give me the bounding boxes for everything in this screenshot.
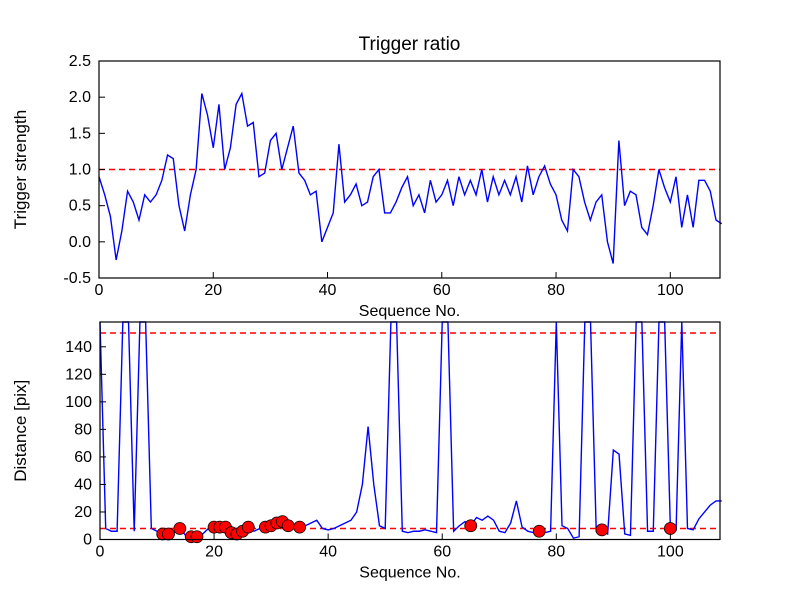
svg-text:140: 140 — [65, 339, 92, 356]
svg-text:20: 20 — [205, 544, 223, 561]
svg-text:-0.5: -0.5 — [63, 270, 91, 287]
svg-text:20: 20 — [204, 282, 222, 299]
svg-text:0.0: 0.0 — [69, 234, 91, 251]
svg-text:0: 0 — [96, 544, 105, 561]
svg-text:80: 80 — [74, 421, 92, 438]
svg-text:80: 80 — [547, 544, 565, 561]
svg-text:0: 0 — [95, 282, 104, 299]
svg-text:0: 0 — [83, 532, 92, 549]
svg-text:40: 40 — [74, 476, 92, 493]
svg-text:Sequence No.: Sequence No. — [359, 303, 460, 320]
svg-text:100: 100 — [657, 544, 684, 561]
svg-text:Distance [pix]: Distance [pix] — [11, 380, 30, 482]
svg-text:Trigger ratio: Trigger ratio — [359, 34, 461, 55]
svg-text:80: 80 — [547, 282, 565, 299]
svg-text:40: 40 — [319, 282, 337, 299]
svg-text:60: 60 — [433, 282, 451, 299]
svg-text:60: 60 — [433, 544, 451, 561]
svg-text:0.5: 0.5 — [69, 198, 91, 215]
svg-text:20: 20 — [74, 504, 92, 521]
svg-text:1.0: 1.0 — [69, 162, 91, 179]
svg-text:100: 100 — [65, 394, 92, 411]
svg-text:120: 120 — [65, 366, 92, 383]
svg-text:Sequence No.: Sequence No. — [359, 565, 460, 582]
svg-text:2.0: 2.0 — [69, 89, 91, 106]
svg-text:40: 40 — [319, 544, 337, 561]
svg-text:1.5: 1.5 — [69, 125, 91, 142]
svg-text:60: 60 — [74, 449, 92, 466]
svg-text:100: 100 — [657, 282, 684, 299]
svg-text:2.5: 2.5 — [69, 53, 91, 70]
svg-text:Trigger strength: Trigger strength — [11, 110, 30, 229]
